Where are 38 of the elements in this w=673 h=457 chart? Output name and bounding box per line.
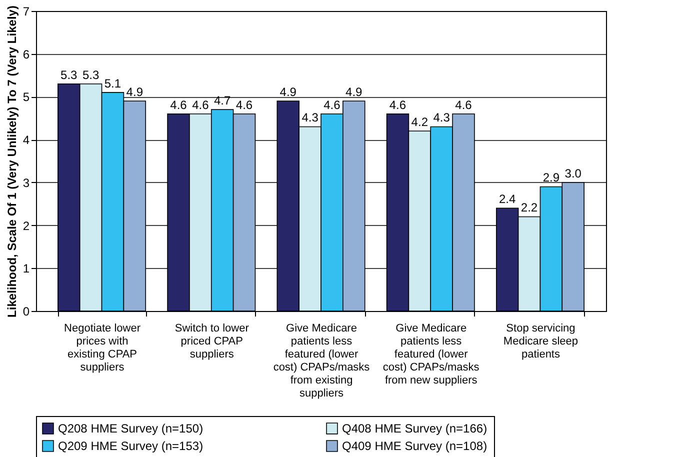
x-tick-label: Stop servicing Medicare sleep patients: [503, 322, 578, 360]
legend-label: Q409 HME Survey (n=108): [342, 439, 488, 453]
data-label: 4.9: [346, 85, 363, 99]
y-tick-label: 6: [22, 47, 30, 62]
y-tick-label: 1: [22, 262, 30, 276]
data-label: 4.9: [126, 85, 144, 99]
data-label: 5.3: [60, 68, 78, 82]
x-tick-label: Give Medicare patients less featured (lower cost) CPAPs/masks from existing suppliers: [273, 322, 370, 400]
y-tick-label: 3: [22, 176, 30, 190]
legend-label: Q209 HME Survey (n=153): [58, 439, 204, 453]
data-label: 4.6: [170, 98, 188, 112]
data-label: 5.1: [104, 76, 122, 90]
data-label: 2.9: [542, 170, 560, 185]
data-label: 4.6: [324, 98, 341, 112]
data-label: 3.0: [564, 166, 582, 180]
data-label: 4.6: [389, 98, 406, 112]
y-tick-label: 5: [22, 90, 30, 104]
data-label: 4.3: [433, 110, 450, 125]
y-tick-label: 7: [22, 4, 30, 18]
data-label: 2.4: [499, 192, 516, 206]
y-axis-title: Likelihood, Scale Of 1 (Very Unlikely) To 7 (Very Likely): [4, 6, 19, 318]
data-label: 4.6: [236, 98, 253, 112]
data-label: 4.6: [192, 98, 210, 112]
data-label: 5.3: [82, 68, 100, 82]
y-tick-label: 0: [22, 304, 30, 318]
data-label: 4.3: [302, 110, 319, 125]
x-tick-label: Switch to lower priced CPAP suppliers: [174, 322, 250, 360]
legend-label: Q208 HME Survey (n=150): [58, 421, 204, 436]
data-label: 4.9: [280, 85, 297, 99]
data-label: 4.6: [455, 98, 472, 112]
data-label: 4.7: [214, 94, 232, 108]
x-tick-label: Negotiate lower prices with existing CPAP suppliers: [64, 322, 141, 374]
data-label: 4.2: [411, 115, 428, 129]
x-tick-label: Give Medicare patients less featured (lower cost) CPAPs/masks from new suppliers: [382, 322, 480, 386]
legend-label: Q408 HME Survey (n=166): [342, 421, 488, 436]
y-tick-label: 4: [22, 133, 30, 148]
data-label: 2.2: [520, 200, 538, 215]
y-tick-label: 2: [22, 218, 30, 233]
